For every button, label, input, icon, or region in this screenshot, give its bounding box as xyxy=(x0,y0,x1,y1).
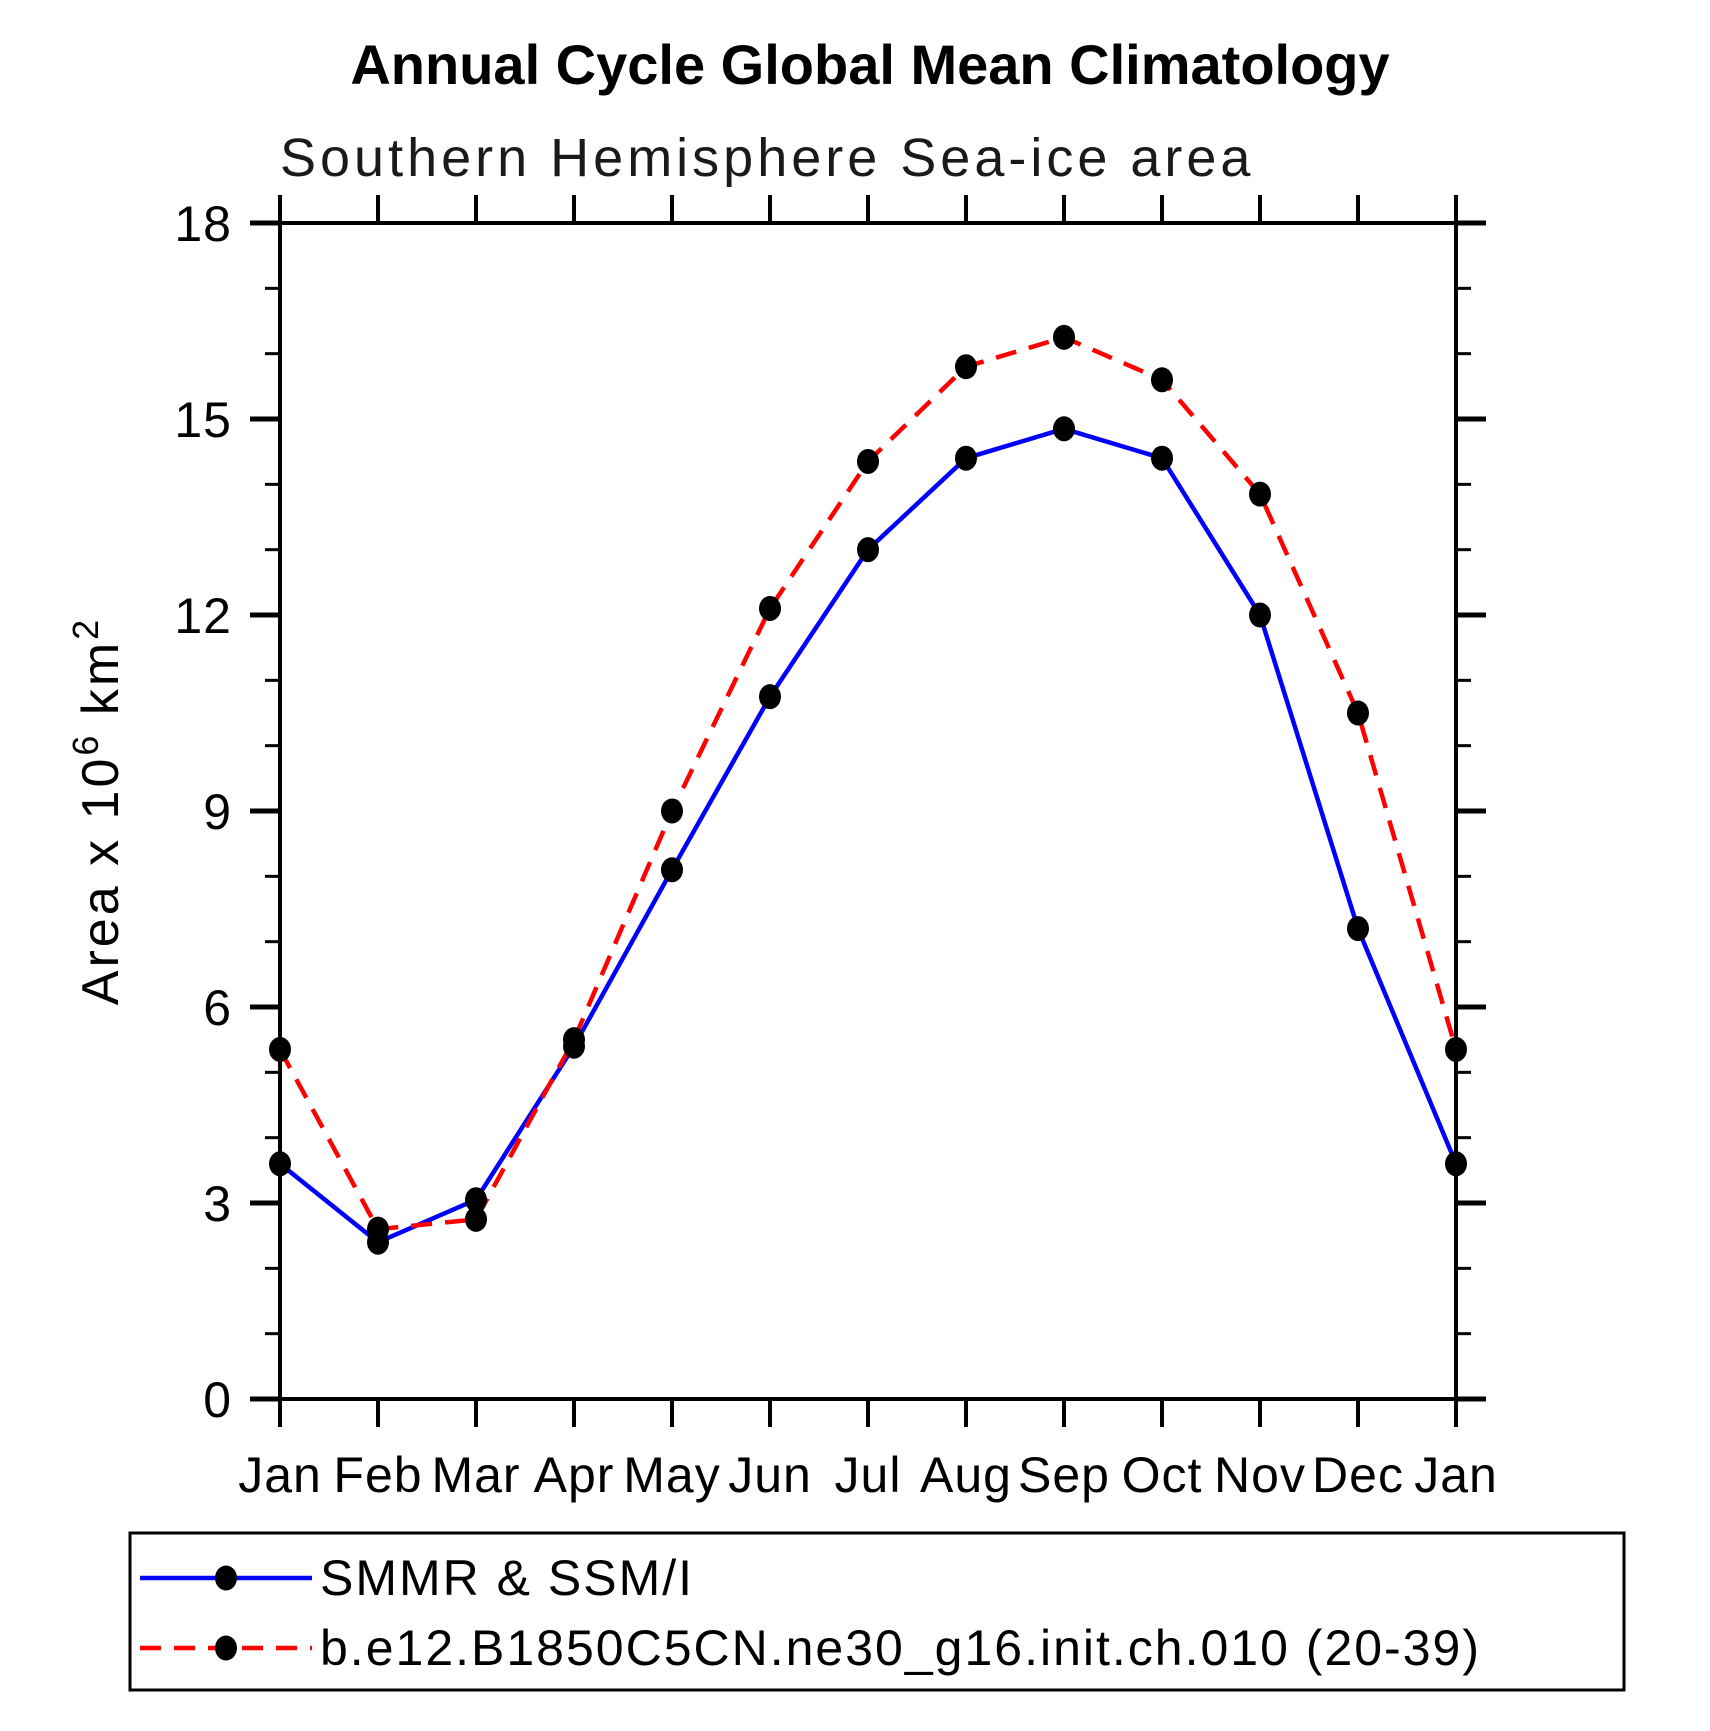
legend-marker xyxy=(215,1635,237,1661)
y-axis-title-superscript: 6 xyxy=(65,733,106,756)
x-tick-label: Oct xyxy=(1122,1447,1203,1503)
y-axis-title-superscript: 2 xyxy=(65,617,106,640)
x-tick-label: Dec xyxy=(1312,1447,1404,1503)
data-point-marker xyxy=(857,537,879,563)
legend-box xyxy=(128,1531,1626,1692)
data-point-marker xyxy=(1053,324,1075,350)
legend-marker xyxy=(215,1565,237,1591)
y-tick-label: 0 xyxy=(203,1372,232,1428)
data-point-marker xyxy=(367,1216,389,1242)
chart-subtitle: Southern Hemisphere Sea-ice area xyxy=(280,128,1254,188)
y-tick-label: 12 xyxy=(174,588,232,644)
x-tick-label: Mar xyxy=(431,1447,520,1503)
data-point-marker xyxy=(465,1187,487,1213)
data-point-marker xyxy=(1053,416,1075,442)
x-tick-label: Jan xyxy=(238,1447,322,1503)
x-tick-label: Aug xyxy=(920,1447,1012,1503)
data-point-marker xyxy=(955,445,977,471)
x-tick-label: Nov xyxy=(1214,1447,1306,1503)
data-point-marker xyxy=(1249,481,1271,507)
data-point-marker xyxy=(269,1036,291,1062)
x-tick-label: Apr xyxy=(534,1447,615,1503)
data-point-marker xyxy=(1347,916,1369,942)
data-point-marker xyxy=(661,857,683,883)
data-point-marker xyxy=(465,1206,487,1232)
data-point-marker xyxy=(1249,602,1271,628)
data-point-marker xyxy=(1445,1036,1467,1062)
data-point-marker xyxy=(661,798,683,824)
data-point-marker xyxy=(1151,367,1173,393)
chart-title: Annual Cycle Global Mean Climatology xyxy=(350,33,1389,96)
legend-entry: b.e12.B1850C5CN.ne30_g16.init.ch.010 (20… xyxy=(140,1620,1481,1676)
data-point-marker xyxy=(857,448,879,474)
y-tick-label: 18 xyxy=(174,196,232,252)
legend-label: SMMR & SSM/I xyxy=(320,1550,694,1606)
x-tick-label: May xyxy=(623,1447,720,1503)
y-tick-label: 15 xyxy=(174,392,232,448)
x-tick-label: Jul xyxy=(835,1447,902,1503)
legend-label: b.e12.B1850C5CN.ne30_g16.init.ch.010 (20… xyxy=(320,1620,1481,1676)
data-point-marker xyxy=(269,1151,291,1177)
data-point-marker xyxy=(1151,445,1173,471)
data-point-marker xyxy=(955,354,977,380)
legend-entry: SMMR & SSM/I xyxy=(140,1550,694,1606)
data-point-marker xyxy=(759,684,781,710)
data-point-marker xyxy=(759,595,781,621)
x-tick-label: Jun xyxy=(728,1447,812,1503)
y-axis-title-text: km xyxy=(72,640,130,733)
x-tick-label: Sep xyxy=(1018,1447,1110,1503)
x-tick-label: Feb xyxy=(333,1447,422,1503)
y-axis-title: Area x 106 km2 xyxy=(65,617,130,1005)
x-tick-label: Jan xyxy=(1414,1447,1498,1503)
y-tick-label: 3 xyxy=(203,1176,232,1232)
data-point-marker xyxy=(563,1027,585,1053)
data-point-marker xyxy=(1445,1151,1467,1177)
data-point-marker xyxy=(1347,700,1369,726)
y-axis-title-text: Area x 10 xyxy=(72,756,130,1006)
y-tick-label: 6 xyxy=(203,980,232,1036)
y-tick-label: 9 xyxy=(203,784,232,840)
legend: SMMR & SSM/I b.e12.B1850C5CN.ne30_g16.ini… xyxy=(128,1531,1626,1692)
